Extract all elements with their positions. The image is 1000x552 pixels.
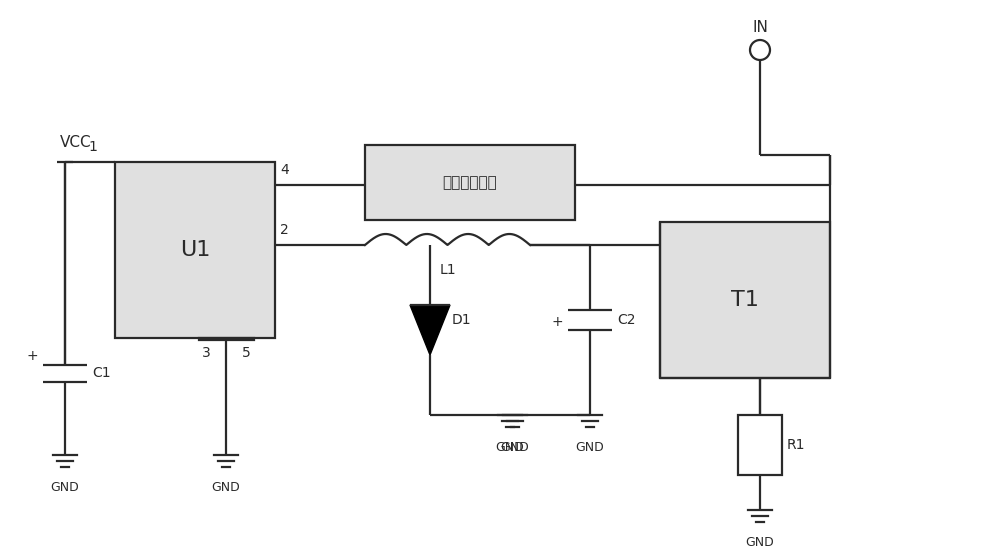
- Polygon shape: [410, 305, 450, 355]
- Text: VCC: VCC: [60, 135, 92, 150]
- Text: T1: T1: [731, 290, 759, 310]
- Text: 2: 2: [280, 223, 289, 237]
- Text: C2: C2: [617, 313, 636, 327]
- Text: 5: 5: [242, 346, 251, 360]
- Text: 功率调节电路: 功率调节电路: [443, 175, 497, 190]
- Text: +: +: [551, 315, 563, 329]
- Bar: [660, 222, 830, 378]
- Text: IN: IN: [752, 20, 768, 35]
- Text: GND: GND: [576, 441, 604, 454]
- Bar: [199, 338, 254, 340]
- Bar: [738, 415, 782, 475]
- Text: 4: 4: [280, 163, 289, 177]
- Text: GND: GND: [212, 481, 240, 494]
- Text: C1: C1: [92, 366, 111, 380]
- Text: +: +: [26, 349, 38, 363]
- Bar: [115, 162, 275, 338]
- Bar: [43, 367, 87, 382]
- Text: D1: D1: [452, 313, 472, 327]
- Text: 1: 1: [88, 140, 97, 154]
- Text: U1: U1: [180, 240, 210, 260]
- Text: GND: GND: [746, 536, 774, 549]
- Text: GND: GND: [496, 441, 524, 454]
- Text: L1: L1: [439, 263, 456, 277]
- Text: GND: GND: [51, 481, 79, 494]
- Text: GND: GND: [501, 441, 529, 454]
- Text: 3: 3: [202, 346, 211, 360]
- Text: R1: R1: [787, 438, 806, 452]
- Bar: [568, 312, 612, 330]
- Bar: [365, 145, 575, 220]
